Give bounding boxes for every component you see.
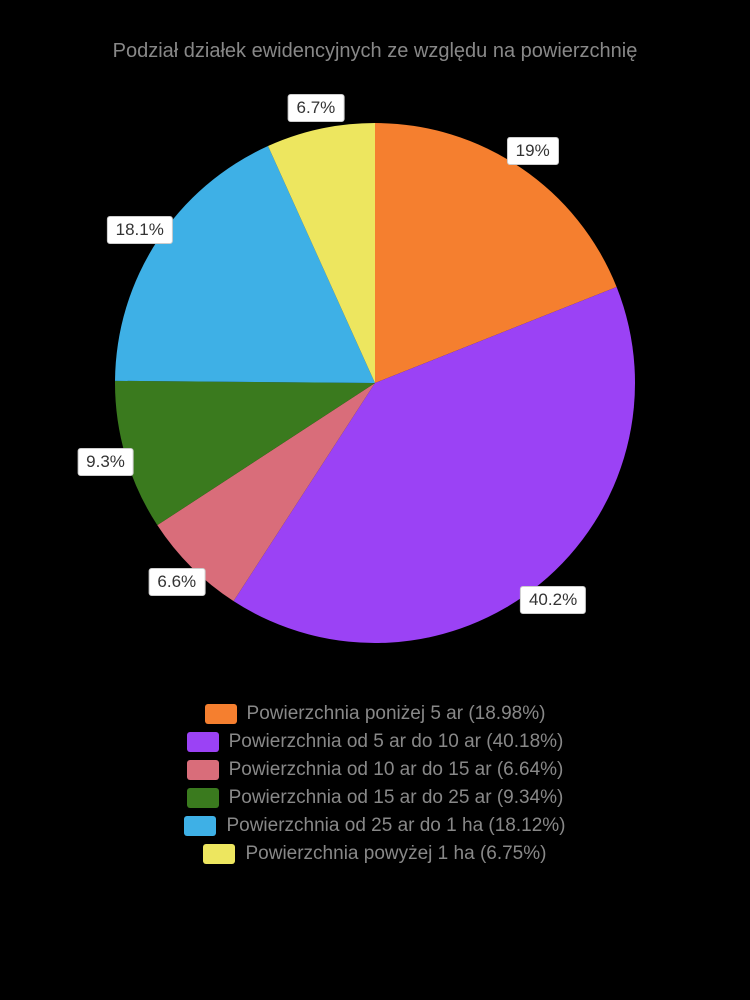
legend-item: Powierzchnia poniżej 5 ar (18.98%) [205, 703, 546, 725]
legend-swatch [205, 704, 237, 724]
legend-swatch [184, 816, 216, 836]
chart-title: Podział działek ewidencyjnych ze względu… [113, 40, 638, 63]
slice-label: 18.1% [107, 216, 173, 244]
legend-item: Powierzchnia od 25 ar do 1 ha (18.12%) [184, 815, 565, 837]
legend-item: Powierzchnia od 5 ar do 10 ar (40.18%) [187, 731, 564, 753]
slice-label: 9.3% [77, 448, 134, 476]
legend-swatch [203, 844, 235, 864]
legend-swatch [187, 732, 219, 752]
legend-item: Powierzchnia od 10 ar do 15 ar (6.64%) [187, 759, 564, 781]
slice-label: 40.2% [520, 586, 586, 614]
legend-swatch [187, 788, 219, 808]
legend-label: Powierzchnia od 5 ar do 10 ar (40.18%) [229, 731, 564, 753]
pie-chart: 19%40.2%6.6%9.3%18.1%6.7% [95, 103, 655, 663]
legend-item: Powierzchnia powyżej 1 ha (6.75%) [203, 843, 546, 865]
legend-label: Powierzchnia od 15 ar do 25 ar (9.34%) [229, 787, 564, 809]
legend-label: Powierzchnia od 10 ar do 15 ar (6.64%) [229, 759, 564, 781]
legend-label: Powierzchnia powyżej 1 ha (6.75%) [245, 843, 546, 865]
legend-label: Powierzchnia od 25 ar do 1 ha (18.12%) [226, 815, 565, 837]
slice-label: 19% [507, 137, 559, 165]
legend-swatch [187, 760, 219, 780]
slice-label: 6.6% [148, 568, 205, 596]
legend-label: Powierzchnia poniżej 5 ar (18.98%) [247, 703, 546, 725]
slice-label: 6.7% [288, 94, 345, 122]
legend: Powierzchnia poniżej 5 ar (18.98%) Powie… [184, 703, 565, 865]
legend-item: Powierzchnia od 15 ar do 25 ar (9.34%) [187, 787, 564, 809]
